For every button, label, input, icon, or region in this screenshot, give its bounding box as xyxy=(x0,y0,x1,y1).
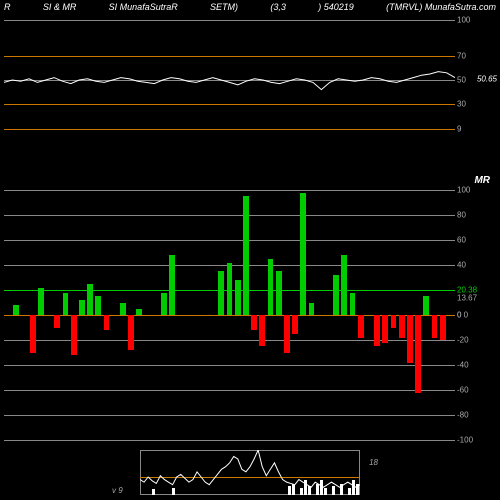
mr-bar xyxy=(333,275,339,315)
mr-bar xyxy=(276,271,282,315)
mr-bar xyxy=(292,315,298,334)
volume-bar xyxy=(300,488,303,496)
mr-bar xyxy=(251,315,257,330)
axis-tick-label: 100 xyxy=(457,186,495,195)
volume-bar xyxy=(320,480,323,495)
volume-bar xyxy=(348,488,351,496)
mr-bar xyxy=(423,296,429,315)
header-item: SETM) xyxy=(210,2,238,12)
mr-bar xyxy=(341,255,347,315)
mr-bar xyxy=(30,315,36,353)
mr-bar xyxy=(300,193,306,316)
volume-bar xyxy=(332,486,335,495)
gridline xyxy=(4,415,455,416)
mr-bar xyxy=(399,315,405,338)
mr-bar xyxy=(120,303,126,316)
axis-tick-label: 60 xyxy=(457,236,495,245)
mr-bar xyxy=(104,315,110,330)
mr-bar xyxy=(71,315,77,355)
volume-bar xyxy=(304,480,307,495)
mr-bar xyxy=(169,255,175,315)
rsi-panel: 9305070100 50.65 xyxy=(4,20,455,140)
bottom-label-left: v 9 xyxy=(112,486,123,495)
gridline xyxy=(4,190,455,191)
mr-bar xyxy=(259,315,265,346)
volume-bar xyxy=(340,484,343,495)
header-bar: R SI & MR SI MunafaSutraR SETM) (3,3 ) 5… xyxy=(0,0,500,14)
panel-title: MR xyxy=(474,175,490,186)
mr-bar xyxy=(382,315,388,343)
mr-bar xyxy=(309,303,315,316)
volume-bar xyxy=(152,489,155,495)
mr-bar xyxy=(374,315,380,346)
gridline xyxy=(4,215,455,216)
volume-panel: 18 v 9 xyxy=(140,450,360,495)
mr-bar xyxy=(432,315,438,338)
volume-bar xyxy=(292,484,295,495)
header-item: SI MunafaSutraR xyxy=(109,2,178,12)
mr-bar xyxy=(136,309,142,315)
axis-tick-label: 40 xyxy=(457,261,495,270)
gridline xyxy=(4,440,455,441)
volume-bar xyxy=(324,488,327,496)
axis-tick-label: 30 xyxy=(457,100,495,109)
mr-bar xyxy=(391,315,397,328)
header-item: SI & MR xyxy=(43,2,77,12)
mr-bar xyxy=(161,293,167,316)
mr-bar xyxy=(235,280,241,315)
axis-tick-label: -20 xyxy=(457,336,495,345)
header-item: R xyxy=(4,2,11,12)
volume-bar xyxy=(172,488,175,496)
axis-tick-label: -40 xyxy=(457,361,495,370)
gridline xyxy=(4,390,455,391)
mr-bar xyxy=(54,315,60,328)
axis-tick-label: 80 xyxy=(457,211,495,220)
mr-bar xyxy=(95,296,101,315)
mr-bar xyxy=(218,271,224,315)
mr-bar xyxy=(63,293,69,316)
mr-bar xyxy=(268,259,274,315)
gridline xyxy=(4,240,455,241)
axis-tick-label: 100 xyxy=(457,16,495,25)
mr-bar xyxy=(128,315,134,350)
mr-bar xyxy=(79,300,85,315)
mr-bar xyxy=(13,305,19,315)
mr-bar xyxy=(440,315,446,340)
mr-panel: MR -100-80-60-40-20020.3840608010013.670… xyxy=(4,190,455,440)
mr-bar xyxy=(415,315,421,393)
axis-tick-label: 9 xyxy=(457,125,495,134)
bottom-label-right: 18 xyxy=(369,458,378,467)
mr-bar xyxy=(38,288,44,316)
current-value-label: 50.65 xyxy=(477,75,497,84)
header-item: (3,3 xyxy=(270,2,286,12)
mr-bar xyxy=(358,315,364,338)
volume-bar xyxy=(352,480,355,495)
header-item: (TMRVL) MunafaSutra.com xyxy=(386,2,496,12)
volume-bar xyxy=(356,484,359,495)
mr-bar xyxy=(243,196,249,315)
mr-bar xyxy=(227,263,233,316)
header-item: ) 540219 xyxy=(318,2,354,12)
mr-bar xyxy=(407,315,413,363)
volume-bar xyxy=(288,486,291,495)
mr-bar xyxy=(87,284,93,315)
mr-bar xyxy=(284,315,290,353)
axis-tick-label: 70 xyxy=(457,52,495,61)
volume-bar xyxy=(308,486,311,495)
zero-label: 0 0 xyxy=(457,311,495,320)
gridline xyxy=(4,365,455,366)
axis-tick-label: -60 xyxy=(457,386,495,395)
axis-tick-label: -80 xyxy=(457,411,495,420)
secondary-value-label: 13.67 xyxy=(457,293,495,302)
volume-bar xyxy=(316,484,319,495)
mr-bar xyxy=(350,293,356,316)
axis-tick-label: -100 xyxy=(457,436,495,445)
